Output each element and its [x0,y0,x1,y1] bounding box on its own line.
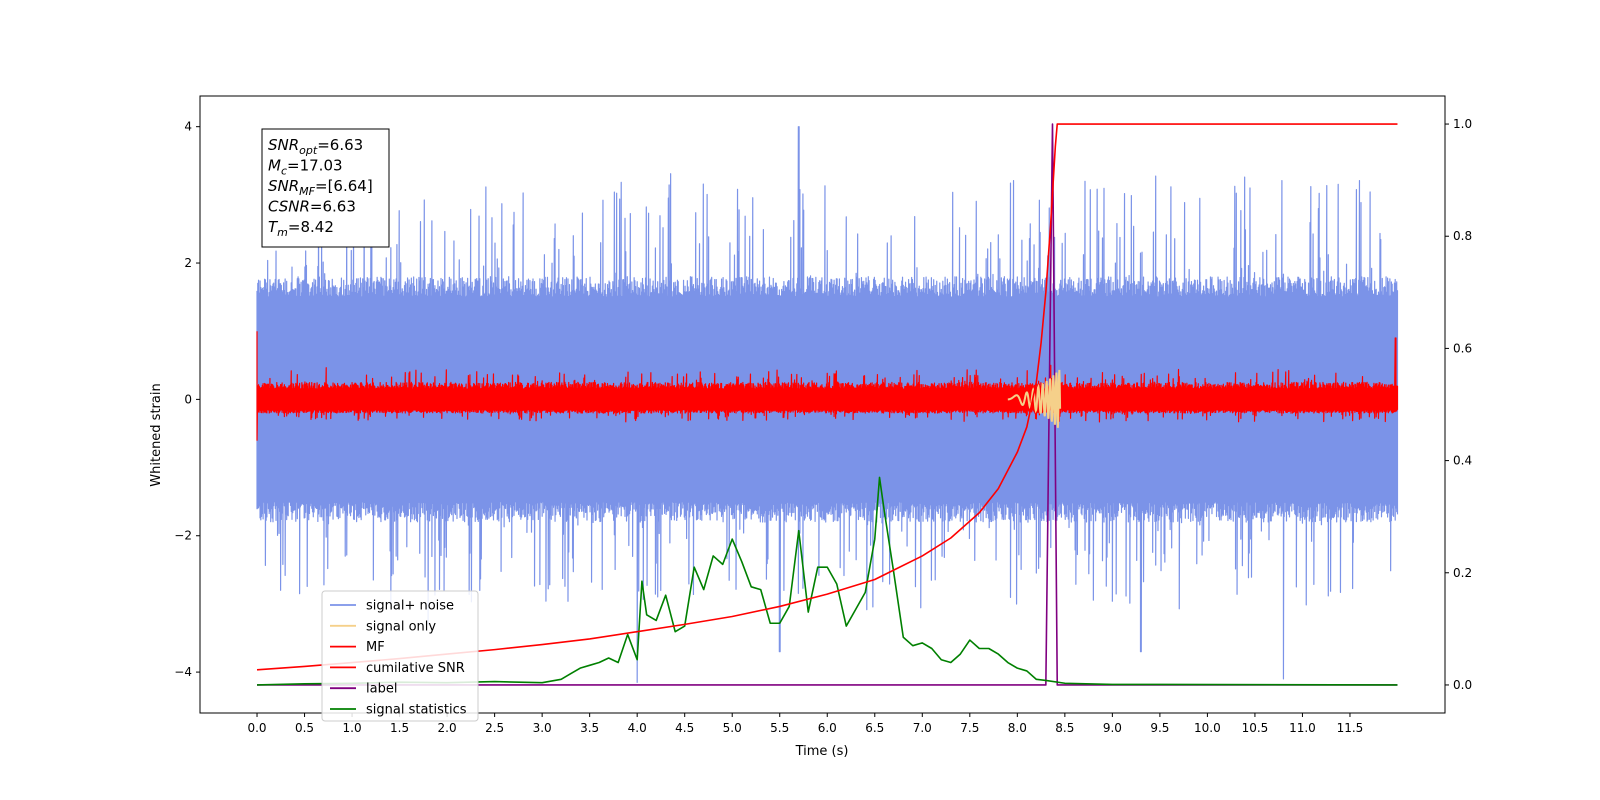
x-tick-label: 4.5 [675,721,694,735]
x-tick-label: 11.0 [1289,721,1316,735]
x-tick-label: 2.0 [438,721,457,735]
y-axis-title: Whitened strain [149,383,164,486]
x-tick-label: 7.5 [960,721,979,735]
series-line-5 [257,476,1398,686]
y-tick-label-left: −4 [174,665,192,679]
y-tick-label-left: 4 [184,120,192,134]
annotation-line: CSNR=6.63 [268,198,356,216]
x-tick-label: 4.0 [628,721,647,735]
x-tick-label: 8.5 [1055,721,1074,735]
annotation-subscript: m [277,226,288,239]
legend-label: MF [366,640,385,655]
x-tick-label: 0.5 [295,721,314,735]
annotation-box: SNRopt=6.63Mc=17.03SNRMF=[6.64]CSNR=6.63… [261,128,390,248]
annotation-value: =[6.64] [315,177,373,195]
legend-label: signal statistics [366,703,467,718]
legend-label: signal+ noise [366,599,454,614]
annotation-frame [261,128,390,248]
series-layer [256,123,1399,686]
x-tick-label: 11.5 [1337,721,1364,735]
x-tick-label: 6.0 [818,721,837,735]
annotation-variable: CSNR [268,198,310,216]
annotation-subscript: c [281,165,287,178]
y-axis-right: 0.0 0.2 0.4 0.6 0.8 1.0 [1445,117,1472,692]
annotation-subscript: MF [299,185,315,198]
x-tick-label: 0.0 [247,721,266,735]
legend-label: label [366,682,397,697]
y-tick-label-right: 0.4 [1453,454,1472,468]
annotation-value: =6.63 [317,136,363,154]
series-line-2 [256,331,1399,441]
plot-frame [199,95,1446,714]
y-tick-label-left: −2 [174,529,192,543]
y-tick-label-right: 0.8 [1453,229,1472,243]
x-tick-label: 5.5 [770,721,789,735]
x-tick-label: 1.5 [390,721,409,735]
annotation-variable: T [268,218,279,236]
x-tick-label: 5.0 [723,721,742,735]
x-tick-label: 7.0 [913,721,932,735]
y-tick-label-right: 0.6 [1453,341,1472,355]
x-axis-title: Time (s) [795,744,849,759]
x-tick-label: 9.0 [1103,721,1122,735]
annotation-variable: SNR [268,177,299,195]
x-tick-label: 8.0 [1008,721,1027,735]
x-tick-label: 10.0 [1194,721,1221,735]
x-tick-label: 1.0 [343,721,362,735]
x-axis: 0.0 0.5 1.0 1.5 2.0 2.5 3.0 3.5 4.0 4.5 5.0 5.5 6.0 6… [247,713,1363,735]
x-tick-label: 6.5 [865,721,884,735]
annotation-line: SNRMF=[6.64] [268,177,373,198]
annotation-line: SNRopt=6.63 [268,136,363,157]
x-tick-label: 9.5 [1150,721,1169,735]
x-tick-label: 2.5 [485,721,504,735]
y-tick-label-left: 2 [184,256,192,270]
y-tick-label-left: 0 [184,392,192,406]
annotation-line: Mc=17.03 [268,157,343,178]
annotation-variable: SNR [268,136,299,154]
annotation-value: =8.42 [288,218,334,236]
annotation-subscript: opt [299,144,318,157]
y-tick-label-right: 1.0 [1453,117,1472,131]
annotation-variable: M [268,157,281,175]
legend-label: cumilative SNR [366,661,465,676]
annotation-value: =6.63 [310,198,356,216]
y-tick-label-right: 0.2 [1453,566,1472,580]
y-axis-left: −4 −2 0 2 4 [174,120,200,679]
legend-frame [321,590,479,722]
x-tick-label: 3.0 [533,721,552,735]
legend-label: signal only [366,619,436,634]
annotation-line: Tm=8.42 [268,218,334,239]
x-tick-label: 10.5 [1242,721,1269,735]
annotation-value: =17.03 [287,157,343,175]
y-tick-label-right: 0.0 [1453,678,1472,692]
legend: signal+ noise signal only MF cumilative SNR… [321,590,479,722]
x-tick-label: 3.5 [580,721,599,735]
